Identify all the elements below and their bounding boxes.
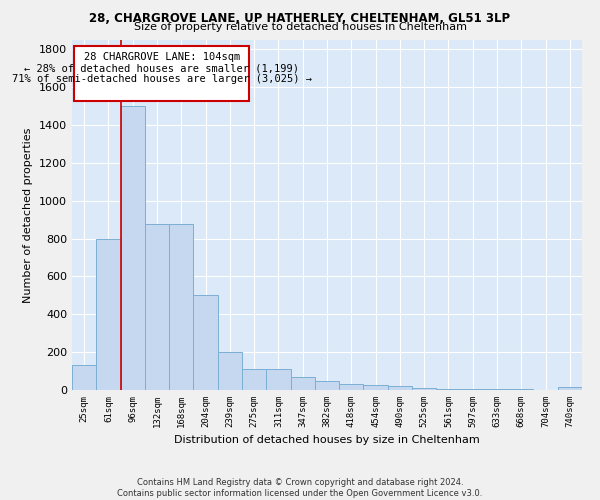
Bar <box>339 384 364 390</box>
Bar <box>145 224 169 390</box>
Text: ← 28% of detached houses are smaller (1,199): ← 28% of detached houses are smaller (1,… <box>25 64 299 74</box>
Bar <box>436 389 461 390</box>
Text: 28 CHARGROVE LANE: 104sqm: 28 CHARGROVE LANE: 104sqm <box>84 52 240 62</box>
Bar <box>218 352 242 390</box>
Bar <box>388 386 412 390</box>
Bar <box>364 386 388 390</box>
Bar <box>242 369 266 390</box>
Bar <box>96 238 121 390</box>
Text: Contains HM Land Registry data © Crown copyright and database right 2024.
Contai: Contains HM Land Registry data © Crown c… <box>118 478 482 498</box>
Bar <box>121 106 145 390</box>
Text: Size of property relative to detached houses in Cheltenham: Size of property relative to detached ho… <box>133 22 467 32</box>
Y-axis label: Number of detached properties: Number of detached properties <box>23 128 34 302</box>
Bar <box>315 380 339 390</box>
Bar <box>266 369 290 390</box>
Bar <box>412 388 436 390</box>
Bar <box>169 224 193 390</box>
Bar <box>461 389 485 390</box>
Bar <box>290 377 315 390</box>
X-axis label: Distribution of detached houses by size in Cheltenham: Distribution of detached houses by size … <box>174 436 480 446</box>
FancyBboxPatch shape <box>74 46 249 100</box>
Bar <box>72 366 96 390</box>
Text: 71% of semi-detached houses are larger (3,025) →: 71% of semi-detached houses are larger (… <box>12 74 312 84</box>
Bar <box>558 387 582 390</box>
Bar <box>193 296 218 390</box>
Text: 28, CHARGROVE LANE, UP HATHERLEY, CHELTENHAM, GL51 3LP: 28, CHARGROVE LANE, UP HATHERLEY, CHELTE… <box>89 12 511 26</box>
